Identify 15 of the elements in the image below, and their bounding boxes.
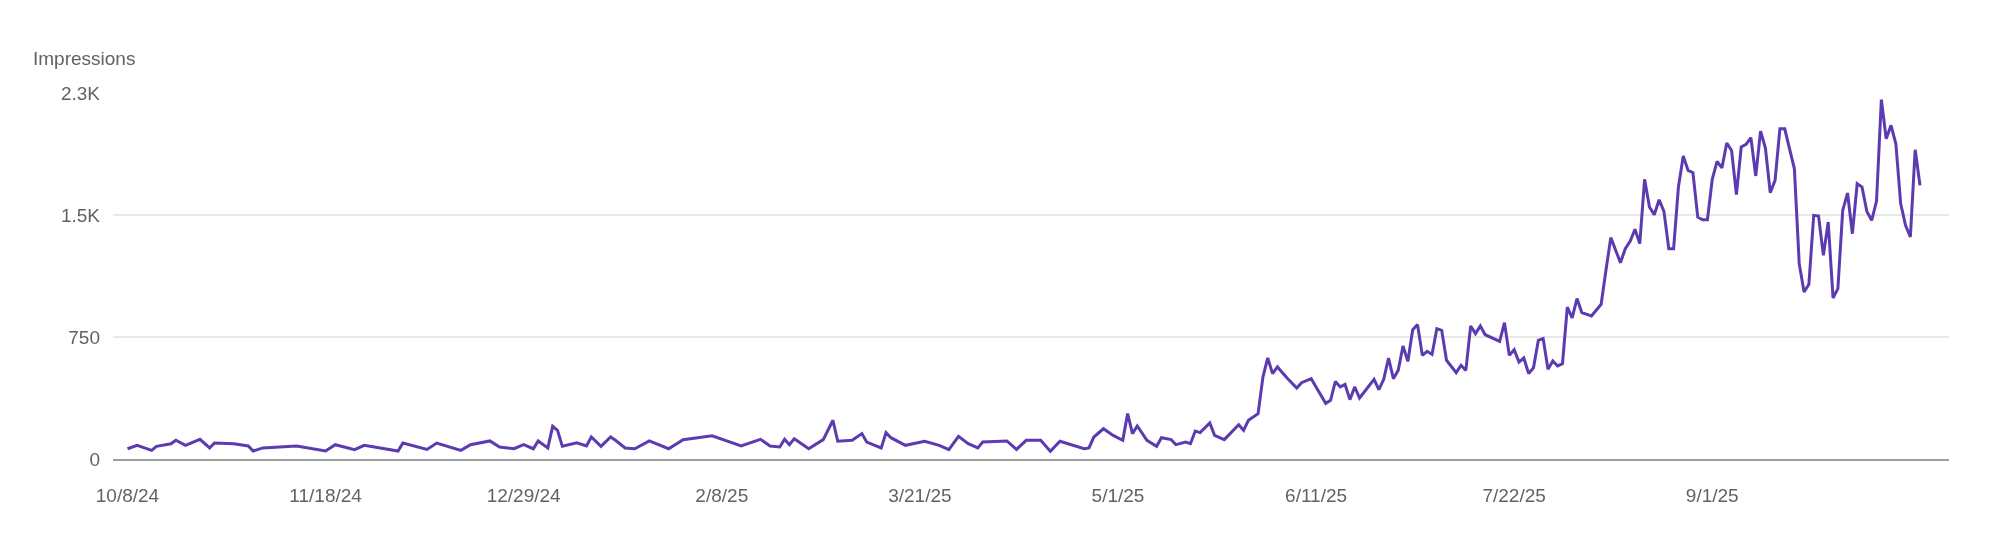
line-series bbox=[125, 98, 1922, 453]
x-tick-label: 6/11/25 bbox=[1285, 484, 1348, 506]
x-tick-label: 12/29/24 bbox=[486, 484, 562, 506]
x-tick-label: 10/8/24 bbox=[95, 484, 160, 506]
x-tick-label: 2/8/25 bbox=[695, 484, 749, 506]
y-axis-title: Impressions bbox=[33, 48, 136, 69]
x-tick-label: 9/1/25 bbox=[1685, 484, 1739, 506]
y-tick-label: 1.5K bbox=[60, 204, 101, 226]
x-tick-label: 3/21/25 bbox=[888, 484, 952, 506]
x-tick-label: 7/22/25 bbox=[1482, 484, 1546, 506]
x-tick-label: 11/18/24 bbox=[289, 484, 363, 506]
y-tick-label: 0 bbox=[89, 448, 100, 470]
y-tick-label: 2.3K bbox=[60, 82, 101, 104]
y-tick-label: 750 bbox=[68, 326, 100, 348]
x-tick-label: 5/1/25 bbox=[1091, 484, 1145, 506]
